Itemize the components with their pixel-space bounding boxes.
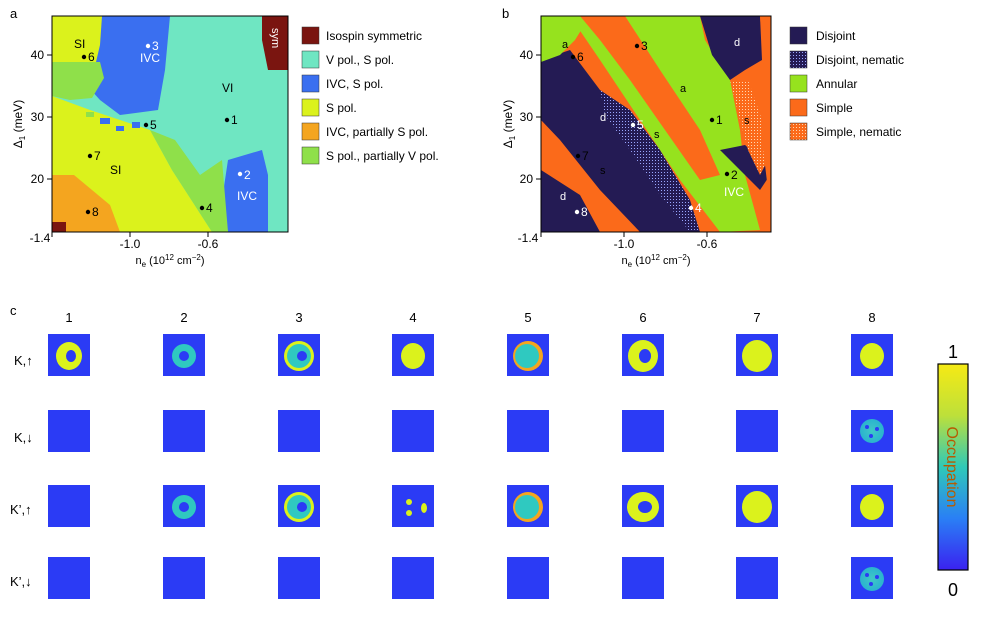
panel-b-point-8: 8 [581,205,588,219]
panel-a-ticks [47,54,209,237]
row-label-kprime-down: K’,↓ [10,574,32,589]
col-header-3: 3 [295,310,302,325]
panel-a-xtick-2: -1.0 [120,237,141,251]
col-header-6: 6 [639,310,646,325]
panel-b-xlabel: ne (1012 cm−2) [622,253,691,269]
panel-a-region-si-bottom: SI [110,163,121,177]
panel-a-xtick-3: -0.6 [198,237,219,251]
panel-a-ylabel: Δ1 (meV) [11,100,27,148]
panel-a-ytick-2: 30 [31,110,45,124]
col-header-7: 7 [753,310,760,325]
col-header-8: 8 [868,310,875,325]
col-header-5: 5 [524,310,531,325]
legend-b-disjoint-nematic: Disjoint, nematic [816,53,904,67]
panel-b-point-1: 1 [716,113,723,127]
row-label-kprime-up: K’,↑ [10,502,32,517]
legend-a-v-pol-s-pol: V pol., S pol. [326,53,394,67]
panel-b-region-a-topleft: a [562,39,569,51]
colorbar-max-label: 1 [948,342,958,362]
panel-b-region-s-bottom: s [600,165,606,177]
panel-a-point-2: 2 [244,168,251,182]
colorbar-title: Occupation [943,427,960,508]
legend-a-s-pol: S pol. [326,101,357,115]
panel-b-point-3: 3 [641,39,648,53]
legend-a-ivc-partially-s-pol: IVC, partially S pol. [326,125,428,139]
occupation-colorbar [937,363,969,571]
panel-a-point-8: 8 [92,205,99,219]
legend-a-s-pol-partially-v-pol: S pol., partially V pol. [326,149,439,163]
legend-a-ivc-s-pol: IVC, S pol. [326,77,383,91]
panel-a-region-sym: sym [269,28,281,48]
panel-b-region-d-mid: d [600,112,606,124]
panel-a-region-si-top: SI [74,37,85,51]
panel-a-phase-map [52,16,288,232]
row-label-k-up: K,↑ [14,353,33,368]
panel-a-points: 1 2 3 4 5 6 7 8 [81,39,251,219]
panel-b-ylabel: Δ1 (meV) [501,100,517,148]
panel-a-point-1: 1 [231,113,238,127]
panel-b-ytick-1: 40 [520,48,534,62]
panel-b-region-d-bottom: d [560,191,566,203]
panel-b-point-7: 7 [582,149,589,163]
legend-b-annular: Annular [816,77,857,91]
panel-a-xlabel: ne (1012 cm−2) [136,253,205,269]
colorbar-min-label: 0 [948,580,958,600]
panel-b-letter: b [502,6,510,21]
panel-b-region-d-topright: d [734,37,740,49]
legend-b-simple: Simple [816,101,853,115]
panel-b-region-s-mid: s [654,129,660,141]
panel-a-frame [51,15,289,233]
panel-b-point-6: 6 [577,50,584,64]
col-header-1: 1 [65,310,72,325]
panel-a-region-vi: VI [222,81,233,95]
panel-b-ticks [536,54,708,237]
panel-b-points: 1 2 3 4 5 6 7 8 [570,39,738,219]
panel-b-xtick-1: -1.4 [518,231,539,245]
panel-b-region-a-mid: a [680,83,687,95]
legend-b-simple-nematic: Simple, nematic [816,125,901,139]
panel-b-frame [540,15,772,233]
col-header-2: 2 [180,310,187,325]
panel-a-ytick-3: 20 [31,172,45,186]
panel-c-letter: c [10,303,17,318]
legend-b-disjoint: Disjoint [816,29,856,43]
panel-a-legend: Isospin symmetric V pol., S pol. IVC, S … [301,26,439,165]
row-label-k-down: K,↓ [14,430,33,445]
col-header-4: 4 [409,310,416,325]
panel-a-point-4: 4 [206,201,213,215]
panel-b-xtick-3: -0.6 [697,237,718,251]
panel-a-region-ivc-bottom: IVC [237,189,257,203]
panel-b-point-5: 5 [637,118,644,132]
panel-b-ytick-3: 20 [520,172,534,186]
panel-b-legend: Disjoint Disjoint, nematic Annular Simpl… [789,26,904,141]
panel-a-point-7: 7 [94,149,101,163]
panel-a-point-5: 5 [150,118,157,132]
panel-a-point-6: 6 [88,50,95,64]
panel-b-region-s-right: s [744,115,750,127]
occupation-grid [48,334,893,599]
panel-b-point-2: 2 [731,168,738,182]
panel-a-ytick-1: 40 [31,48,45,62]
panel-b-point-4: 4 [695,201,702,215]
panel-a-letter: a [10,6,18,21]
panel-b-region-ivc: IVC [724,185,744,199]
panel-b-phase-map [541,16,771,232]
panel-b-ytick-2: 30 [520,110,534,124]
panel-a-region-ivc-top: IVC [140,51,160,65]
panel-b-xtick-2: -1.0 [614,237,635,251]
legend-a-isospin-symmetric: Isospin symmetric [326,29,422,43]
panel-a-xtick-1: -1.4 [30,231,51,245]
panel-a-point-3: 3 [152,39,159,53]
